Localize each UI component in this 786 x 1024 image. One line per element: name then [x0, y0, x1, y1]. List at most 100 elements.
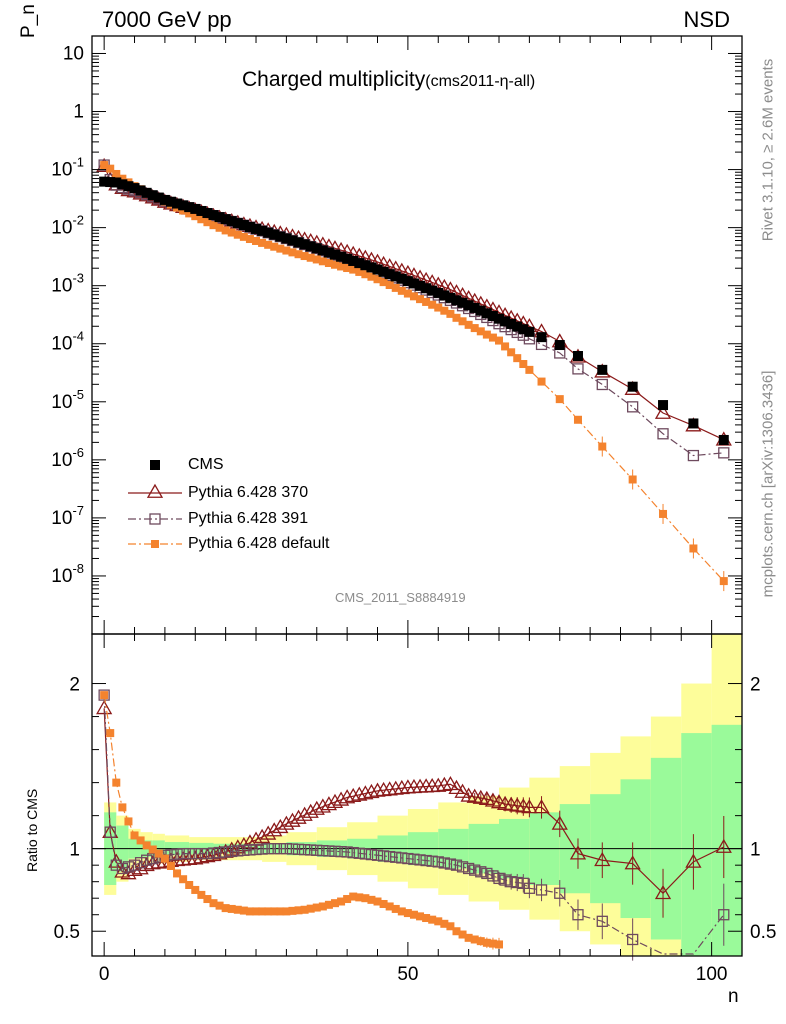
pythia-default-ratio-point	[264, 907, 273, 916]
rivet-version-label: Rivet 3.1.10, ≥ 2.6M events	[759, 58, 777, 242]
pythia-default-main-point	[373, 275, 382, 284]
pythia-370-ratio-point	[430, 777, 447, 792]
pythia-default-ratio-point	[397, 907, 406, 916]
pythia-370-ratio-point	[193, 849, 210, 864]
cms-data-point	[299, 239, 310, 250]
cms-data-point	[475, 305, 486, 316]
pythia-default-ratio-point	[343, 895, 352, 904]
cms-data-point	[196, 205, 207, 216]
pythia-391-ratio-point	[323, 845, 335, 857]
cms-data-point	[123, 181, 134, 192]
cms-data-point	[305, 241, 316, 252]
legend-entry-370: Pythia 6.428 370	[188, 484, 309, 501]
pythia-default-ratio-point	[440, 919, 449, 928]
cms-data-point	[718, 434, 729, 445]
main-y-tick-label: 10-1	[51, 155, 84, 181]
pythia-391-ratio-point	[268, 843, 280, 855]
pythia-391-ratio-point	[390, 851, 402, 863]
pythia-default-main-point	[233, 230, 242, 239]
cms-data-point	[135, 185, 146, 196]
pythia-370-ratio-point	[351, 786, 368, 801]
pythia-391-ratio-point	[286, 843, 299, 855]
pythia-default-main-point	[318, 257, 327, 266]
pythia-default-main-point	[209, 221, 218, 230]
pythia-default-main-point	[306, 253, 315, 262]
pythia-391-main-point	[627, 401, 639, 413]
pythia-default-main-point	[428, 300, 437, 309]
cms-data-point	[415, 280, 426, 291]
pythia-391-ratio-point	[128, 859, 141, 871]
cms-data-point	[494, 313, 505, 324]
pythia-370-ratio-point	[436, 776, 453, 791]
pythia-391-ratio-point	[469, 864, 481, 876]
x-tick-label: 50	[397, 964, 418, 985]
ratio-y-tick-label-right: 1	[750, 840, 761, 861]
cms-data-point	[220, 214, 231, 225]
pythia-370-ratio-point	[387, 780, 404, 795]
pythia-391-ratio-point	[171, 848, 183, 860]
main-y-tick-label: 10-4	[51, 329, 84, 355]
pythia-default-main-point	[100, 161, 109, 170]
pythia-default-main-point	[476, 327, 485, 336]
cms-data-point	[99, 176, 110, 187]
pythia-default-main-point	[598, 442, 607, 451]
pythia-391-ratio-point	[456, 861, 469, 873]
pythia-391-ratio-point	[596, 915, 608, 927]
cms-data-point	[408, 278, 419, 289]
pythia-default-main-point	[227, 228, 236, 237]
pythia-default-ratio-point	[142, 841, 151, 850]
pythia-default-main-point	[106, 164, 115, 173]
cms-data-point	[238, 220, 249, 231]
cms-data-point	[658, 400, 669, 411]
legend-marker-370	[146, 483, 164, 498]
pythia-default-ratio-point	[294, 906, 303, 915]
main-y-tick-label: 10-2	[51, 213, 84, 239]
pythia-default-ratio-point	[239, 906, 248, 915]
pythia-default-main-point	[276, 244, 285, 253]
pythia-default-main-point	[719, 577, 728, 586]
cms-data-point	[366, 262, 377, 273]
pythia-default-ratio-point	[452, 927, 461, 936]
pythia-default-ratio-point	[495, 940, 504, 949]
cms-data-point	[214, 212, 225, 223]
main-y-tick-label: 10	[63, 43, 84, 64]
pythia-391-ratio-point	[250, 843, 262, 856]
pythia-default-ratio-point	[337, 897, 346, 906]
pythia-370-ratio-point	[284, 812, 301, 827]
mcplots-label: mcplots.cern.ch [arXiv:1306.3436]	[759, 370, 777, 598]
cms-data-point	[147, 190, 158, 201]
cms-data-point	[165, 196, 176, 207]
pythia-391-ratio-point	[396, 852, 408, 864]
cms-data-point	[427, 285, 438, 296]
cms-data-point	[627, 381, 638, 392]
process-label: NSD	[683, 7, 730, 32]
cms-data-point	[445, 292, 456, 303]
ratio-y-tick-label: 1	[69, 840, 80, 861]
pythia-370-ratio-point	[144, 855, 161, 870]
pythia-default-main-point	[537, 377, 546, 386]
pythia-default-ratio-point	[282, 907, 291, 916]
pythia-default-main-point	[367, 272, 376, 281]
pythia-default-ratio-point	[391, 904, 400, 913]
pythia-default-ratio-point	[349, 892, 358, 901]
cms-data-point	[251, 223, 262, 234]
pythia-default-main-point	[482, 330, 491, 339]
cms-data-point	[141, 187, 152, 198]
pythia-default-main-point	[628, 475, 637, 484]
cms-data-point	[524, 326, 535, 337]
pythia-default-main-point	[555, 395, 564, 404]
cms-data-point	[244, 221, 255, 232]
pythia-370-ratio-point	[339, 789, 356, 804]
pythia-370-ratio-point	[320, 796, 338, 811]
cms-data-point	[481, 308, 492, 319]
pythia-391-ratio-point	[116, 862, 129, 875]
pythia-default-main-point	[464, 320, 473, 329]
pythia-default-ratio-point	[422, 914, 431, 923]
pythia-default-ratio-point	[403, 909, 412, 918]
pythia-default-main-point	[434, 303, 443, 312]
pythia-391-ratio-point	[335, 845, 347, 858]
pythia-default-main-point	[659, 509, 668, 518]
cms-data-point	[184, 202, 195, 213]
pythia-default-main-point	[197, 215, 206, 224]
